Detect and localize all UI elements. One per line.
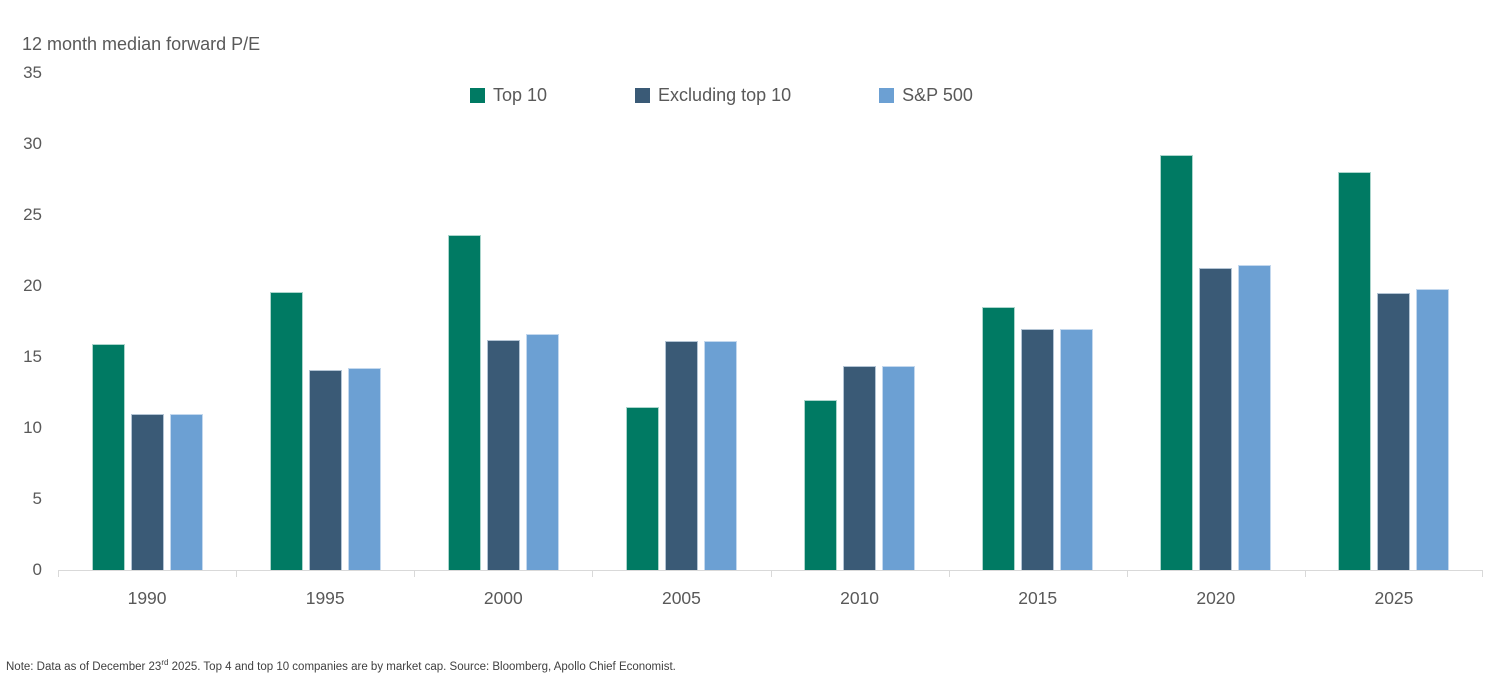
legend-swatch-icon [470,88,485,103]
bar-group-2010 [771,73,949,570]
bar-group-2025 [1305,73,1483,570]
bar-group-2015 [949,73,1127,570]
bar-group-2000 [414,73,592,570]
plot-area [58,73,1483,577]
bar-top-10-2020 [1160,155,1194,570]
bar-excluding-top-10-1990 [130,413,164,570]
x-axis-label-2015: 2015 [1018,588,1058,608]
bar-group-1990 [58,73,236,570]
legend-swatch-icon [635,88,651,103]
x-axis-label-2025: 2025 [1374,588,1414,608]
y-axis-tick-label: 15 [23,347,42,366]
bar-excluding-top-10-2020 [1199,267,1233,570]
bar-s-p-500-2005 [703,341,737,570]
footnote-text-suffix: 2025. Top 4 and top 10 companies are by … [168,661,676,673]
chart-title: 12 month median forward P/E [22,34,261,54]
legend-item-top-10: Top 10 [470,85,547,106]
y-axis-tick-label: 5 [32,489,42,508]
bar-excluding-top-10-2005 [664,341,698,570]
legend-item-s-p-500: S&P 500 [879,85,973,106]
x-axis-label-2000: 2000 [483,588,523,608]
x-axis-label-2010: 2010 [840,588,880,608]
bar-excluding-top-10-2015 [1021,328,1055,570]
bar-top-10-2015 [982,307,1016,570]
chart-legend: Top 10 Excluding top 10 S&P 500 [470,85,973,106]
bar-top-10-1995 [269,291,303,570]
x-axis-label-2020: 2020 [1196,588,1236,608]
bar-top-10-2005 [625,406,659,570]
x-axis-tick [948,570,950,577]
x-axis-tick [1304,570,1306,577]
x-axis-tick [770,570,772,577]
bar-top-10-2025 [1338,172,1372,570]
footnote: Note: Data as of December 23rd 2025. Top… [6,658,676,673]
x-axis-tick [592,570,594,577]
bar-group-1995 [236,73,414,570]
x-axis-label-1995: 1995 [305,588,345,608]
x-axis-label-1990: 1990 [127,588,167,608]
y-axis-tick-label: 25 [23,205,42,224]
bar-s-p-500-2015 [1060,328,1094,570]
footnote-text-prefix: Note: Data as of December 23 [6,661,162,673]
legend-label: S&P 500 [902,85,973,105]
bar-group-2020 [1127,73,1305,570]
bar-top-10-2010 [804,399,838,570]
y-axis-tick-label: 20 [23,276,42,295]
legend-label: Excluding top 10 [658,85,792,105]
y-axis-tick-label: 35 [23,63,42,82]
y-axis-tick-label: 0 [32,560,42,579]
bar-excluding-top-10-2010 [843,365,877,570]
legend-label: Top 10 [493,85,548,105]
legend-item-excluding-top-10: Excluding top 10 [635,85,791,106]
bar-s-p-500-1995 [347,368,381,570]
bar-excluding-top-10-2025 [1377,293,1411,570]
bar-group-2005 [592,73,770,570]
y-axis-tick-label: 30 [23,134,42,153]
x-axis-tick [414,570,416,577]
bar-s-p-500-2025 [1416,288,1450,570]
x-axis-tick [236,570,238,577]
bar-excluding-top-10-1995 [308,369,342,570]
legend-swatch-icon [879,88,895,103]
x-axis-tick [1482,570,1483,577]
x-axis-tick [1126,570,1128,577]
bar-s-p-500-2000 [525,334,559,570]
bar-excluding-top-10-2000 [486,339,520,570]
footnote-superscript: rd [161,658,169,668]
bar-top-10-1990 [91,344,125,570]
x-axis-label-2005: 2005 [661,588,701,608]
bar-s-p-500-1990 [169,413,203,570]
bar-top-10-2000 [447,234,481,570]
bar-s-p-500-2010 [882,365,916,570]
bar-s-p-500-2020 [1238,264,1272,570]
y-axis-tick-label: 10 [23,418,42,437]
x-axis-tick [58,570,59,577]
